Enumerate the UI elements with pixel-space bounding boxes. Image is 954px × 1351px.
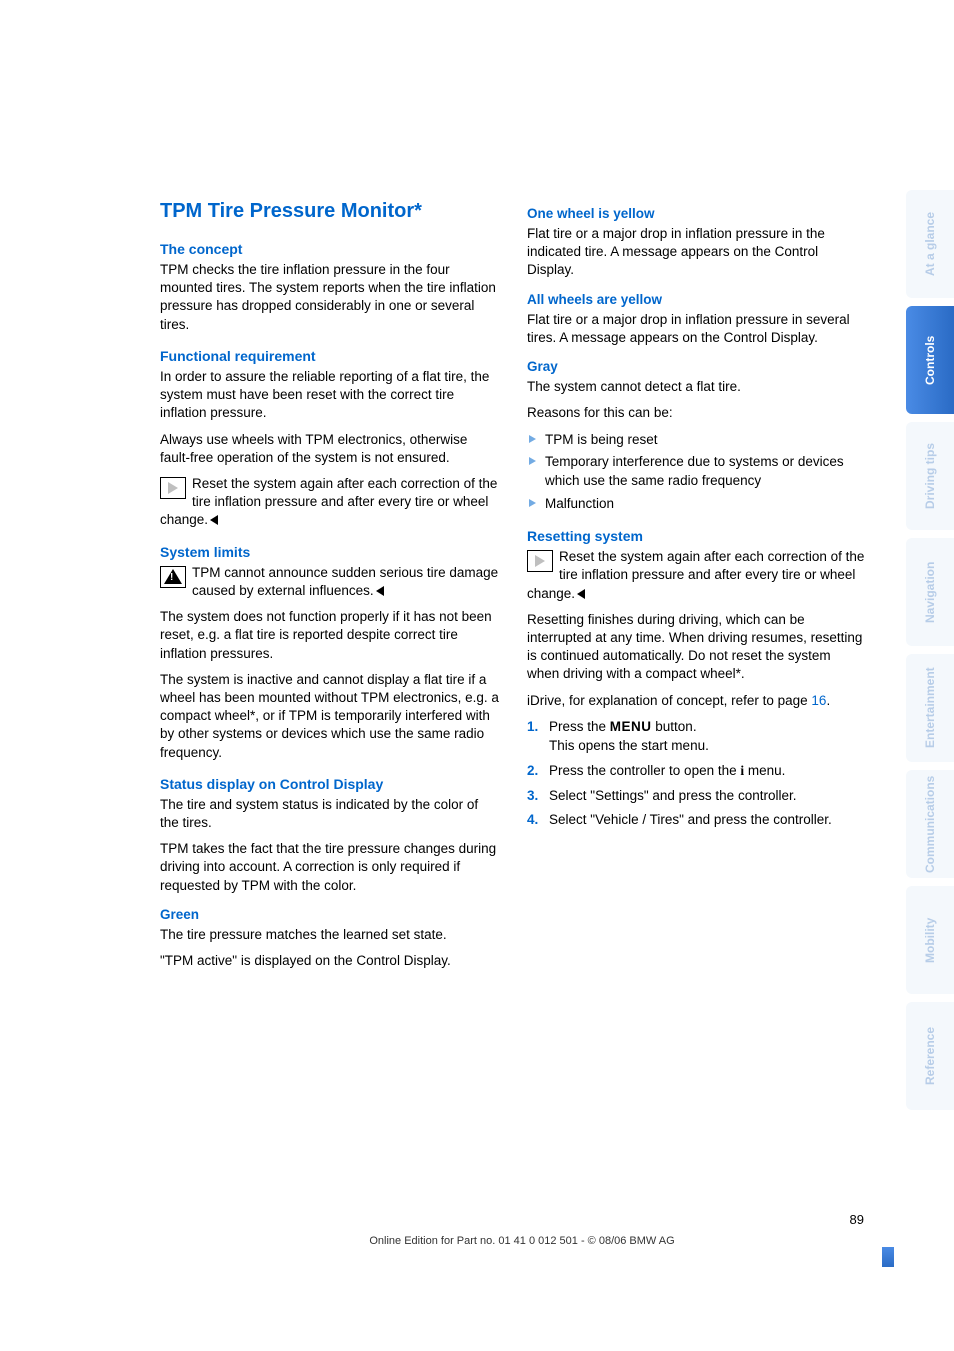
tab-at-a-glance[interactable]: At a glance bbox=[906, 190, 954, 298]
para-reset-2a: iDrive, for explanation of concept, refe… bbox=[527, 693, 811, 708]
gray-reason-list: TPM is being reset Temporary interferenc… bbox=[527, 431, 866, 515]
heading-functional-requirement: Functional requirement bbox=[160, 348, 499, 364]
right-column: One wheel is yellow Flat tire or a major… bbox=[527, 200, 866, 1351]
list-item: TPM is being reset bbox=[545, 431, 866, 450]
page-title: TPM Tire Pressure Monitor* bbox=[160, 200, 499, 223]
warning-icon bbox=[160, 566, 186, 588]
warning-syslim-text: TPM cannot announce sudden serious tire … bbox=[192, 565, 498, 598]
step-1-a: Press the bbox=[549, 719, 610, 734]
para-reset-1: Resetting finishes during driving, which… bbox=[527, 611, 866, 684]
tab-driving-tips[interactable]: Driving tips bbox=[906, 422, 954, 530]
page-number: 89 bbox=[850, 1212, 864, 1227]
para-green-1: The tire pressure matches the learned se… bbox=[160, 926, 499, 944]
link-page-16[interactable]: 16 bbox=[811, 693, 826, 708]
para-reset-2: iDrive, for explanation of concept, refe… bbox=[527, 692, 866, 710]
left-column: TPM Tire Pressure Monitor* The concept T… bbox=[160, 200, 499, 1351]
para-gray-2: Reasons for this can be: bbox=[527, 404, 866, 422]
triangle-right-icon bbox=[168, 482, 178, 494]
para-funcreq-1: In order to assure the reliable reportin… bbox=[160, 368, 499, 423]
reset-steps: Press the MENU button. This opens the st… bbox=[527, 718, 866, 830]
tab-communications[interactable]: Communications bbox=[906, 770, 954, 878]
heading-system-limits: System limits bbox=[160, 544, 499, 560]
tab-reference[interactable]: Reference bbox=[906, 1002, 954, 1110]
tab-entertainment[interactable]: Entertainment bbox=[906, 654, 954, 762]
corner-marker-icon bbox=[882, 1247, 894, 1267]
heading-one-yellow: One wheel is yellow bbox=[527, 206, 866, 221]
para-one-yellow: Flat tire or a major drop in inflation p… bbox=[527, 225, 866, 280]
step-1-b: button. bbox=[652, 719, 697, 734]
list-item: Temporary interference due to systems or… bbox=[545, 453, 866, 491]
step-2-a: Press the controller to open the bbox=[549, 763, 740, 778]
step-2-b: menu. bbox=[744, 763, 785, 778]
para-green-2: "TPM active" is displayed on the Control… bbox=[160, 952, 499, 970]
heading-all-yellow: All wheels are yellow bbox=[527, 292, 866, 307]
heading-green: Green bbox=[160, 907, 499, 922]
para-status-1: The tire and system status is indicated … bbox=[160, 796, 499, 832]
para-concept: TPM checks the tire inflation pressure i… bbox=[160, 261, 499, 334]
tab-mobility[interactable]: Mobility bbox=[906, 886, 954, 994]
footer-line: Online Edition for Part no. 01 41 0 012 … bbox=[160, 1235, 884, 1247]
heading-resetting: Resetting system bbox=[527, 528, 866, 544]
step-1: Press the MENU button. This opens the st… bbox=[549, 718, 866, 756]
menu-button-label: MENU bbox=[610, 719, 652, 734]
para-gray-1: The system cannot detect a flat tire. bbox=[527, 378, 866, 396]
step-2: Press the controller to open the i menu. bbox=[549, 762, 866, 781]
end-marker-icon bbox=[577, 589, 585, 599]
list-item: Malfunction bbox=[545, 495, 866, 514]
step-1-c: This opens the start menu. bbox=[549, 738, 709, 753]
note-icon bbox=[527, 550, 553, 572]
tab-controls[interactable]: Controls bbox=[906, 306, 954, 414]
end-marker-icon bbox=[210, 515, 218, 525]
step-3: Select "Settings" and press the controll… bbox=[549, 787, 866, 806]
para-syslim-2: The system is inactive and cannot displa… bbox=[160, 671, 499, 762]
note-icon bbox=[160, 477, 186, 499]
note-funcreq: Reset the system again after each correc… bbox=[160, 475, 499, 530]
triangle-right-icon bbox=[535, 555, 545, 567]
note-reset: Reset the system again after each correc… bbox=[527, 548, 866, 603]
page-root: TPM Tire Pressure Monitor* The concept T… bbox=[0, 0, 954, 1351]
para-status-2: TPM takes the fact that the tire pressur… bbox=[160, 840, 499, 895]
heading-gray: Gray bbox=[527, 359, 866, 374]
warning-triangle-icon bbox=[164, 569, 182, 584]
para-syslim-1: The system does not function properly if… bbox=[160, 608, 499, 663]
end-marker-icon bbox=[376, 586, 384, 596]
heading-concept: The concept bbox=[160, 241, 499, 257]
heading-status-display: Status display on Control Display bbox=[160, 776, 499, 792]
warning-syslim: TPM cannot announce sudden serious tire … bbox=[160, 564, 499, 600]
tab-navigation[interactable]: Navigation bbox=[906, 538, 954, 646]
para-reset-2b: . bbox=[826, 693, 830, 708]
para-funcreq-2: Always use wheels with TPM electronics, … bbox=[160, 431, 499, 467]
sidebar-tabs: At a glance Controls Driving tips Naviga… bbox=[906, 0, 954, 1351]
step-4: Select "Vehicle / Tires" and press the c… bbox=[549, 811, 866, 830]
content-area: TPM Tire Pressure Monitor* The concept T… bbox=[0, 0, 906, 1351]
para-all-yellow: Flat tire or a major drop in inflation p… bbox=[527, 311, 866, 347]
